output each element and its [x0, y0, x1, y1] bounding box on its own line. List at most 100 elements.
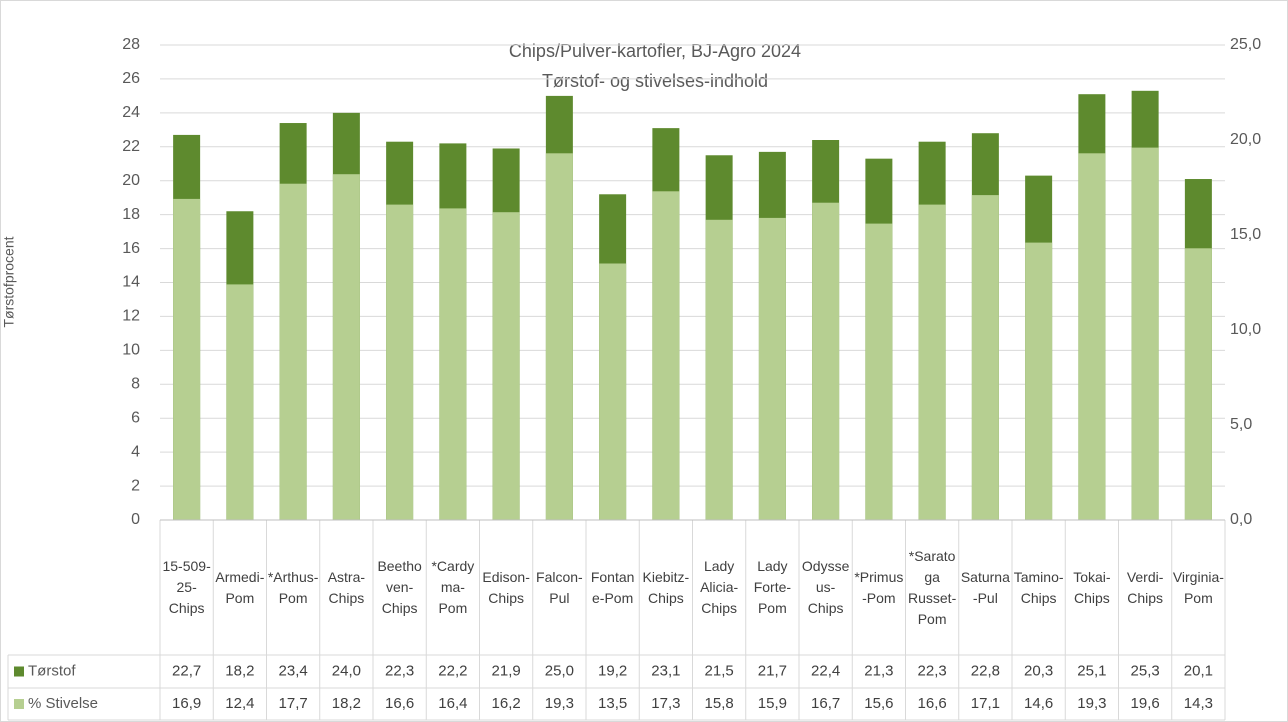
category-cell: *Primus-Pom [854, 568, 904, 606]
y-tick-label: 14 [122, 274, 140, 291]
y-tick-label: 16 [122, 240, 140, 257]
category-cell: *Saratoga Russet-Pom [908, 548, 956, 627]
table-value: 18,2 [225, 662, 254, 679]
bar [865, 223, 893, 520]
category-cell: Edison-Chips [482, 569, 529, 606]
legend-swatch [14, 699, 24, 709]
x-tick-label: Astra-Chips [327, 568, 366, 606]
bar [1078, 153, 1106, 521]
x-tick-label: Odysseus-Chips [801, 558, 850, 616]
table-value: 15,8 [705, 695, 734, 712]
table-value: 22,3 [385, 662, 414, 679]
y-tick-label: 8 [131, 376, 140, 393]
x-tick-label: Saturna-Pul [960, 568, 1010, 606]
table-value: 22,7 [172, 662, 201, 679]
bar [1184, 248, 1212, 521]
legend-swatch [14, 666, 24, 677]
category-cell: 15-509-25-Chips [162, 558, 211, 616]
table-value: 22,8 [971, 662, 1000, 679]
table-value: 15,9 [758, 695, 787, 712]
table-value: 25,0 [545, 662, 574, 679]
table-value: 20,3 [1024, 662, 1053, 679]
bar [386, 204, 414, 520]
bar [599, 263, 627, 520]
bar [1131, 147, 1159, 520]
y2-tick-label: 10,0 [1230, 321, 1261, 338]
category-cell: Saturna-Pul [960, 568, 1010, 606]
table-value: 16,2 [492, 695, 521, 712]
table-value: 23,4 [279, 662, 308, 679]
y-axis-label: Tørstofprocent [1, 236, 17, 327]
y-tick-label: 0 [131, 511, 140, 528]
category-cell: Tamino-Chips [1014, 569, 1064, 606]
table-value: 12,4 [225, 695, 254, 712]
x-tick-label: Kiebitz-Chips [642, 568, 690, 606]
category-cell: *Cardyma-Pom [431, 558, 475, 616]
x-tick-label: Fontane-Pom [590, 568, 635, 606]
x-tick-label: Falcon-Pul [536, 568, 583, 606]
table-value: 25,3 [1131, 662, 1160, 679]
table-value: 25,1 [1077, 662, 1106, 679]
x-tick-label: *Primus-Pom [854, 568, 904, 606]
table-value: 16,9 [172, 695, 201, 712]
table-value: 18,2 [332, 695, 361, 712]
category-cell: Falcon-Pul [536, 568, 583, 606]
table-value: 19,3 [545, 695, 574, 712]
category-cell: Beethoven-Chips [377, 558, 422, 616]
x-tick-label: Armedi-Pom [215, 568, 265, 606]
bar [1025, 242, 1053, 520]
table-value: 14,3 [1184, 695, 1213, 712]
table-value: 22,4 [811, 662, 840, 679]
x-tick-label: Lady Alicia-Chips [700, 558, 739, 616]
bar [545, 153, 573, 521]
category-cell: Astra-Chips [327, 568, 366, 606]
legend-label: Tørstof [28, 662, 76, 679]
y-tick-label: 22 [122, 138, 140, 155]
table-value: 17,3 [651, 695, 680, 712]
bar [758, 217, 786, 520]
table-value: 16,6 [918, 695, 947, 712]
chart-subtitle: Tørstof- og stivelses-indhold [542, 71, 768, 91]
y-tick-label: 28 [122, 36, 140, 53]
x-tick-label: *Cardyma-Pom [431, 558, 475, 616]
table-value: 22,3 [918, 662, 947, 679]
table-value: 14,6 [1024, 695, 1053, 712]
bar [918, 204, 946, 520]
bar [226, 284, 254, 520]
x-tick-label: Tokai-Chips [1073, 568, 1111, 606]
y-tick-label: 26 [122, 70, 140, 87]
category-cell: Odysseus-Chips [801, 558, 850, 616]
x-tick-label: Beethoven-Chips [377, 558, 422, 616]
legend-label: % Stivelse [28, 695, 98, 712]
table-value: 13,5 [598, 695, 627, 712]
x-tick-label: Virginia-Pom [1172, 568, 1224, 606]
table-value: 15,6 [864, 695, 893, 712]
category-cell: Kiebitz-Chips [642, 568, 690, 606]
table-value: 19,6 [1131, 695, 1160, 712]
bar [705, 219, 733, 521]
y-tick-label: 24 [122, 104, 140, 121]
table-value: 17,1 [971, 695, 1000, 712]
x-tick-label: *Arthus-Pom [267, 568, 319, 606]
table-value: 24,0 [332, 662, 361, 679]
table-value: 21,5 [705, 662, 734, 679]
bar [652, 191, 680, 521]
category-cell: Lady Forte-Pom [753, 558, 792, 616]
category-cell: Verdi-Chips [1126, 568, 1164, 606]
category-cell: Tokai-Chips [1073, 568, 1111, 606]
table-value: 22,2 [438, 662, 467, 679]
x-tick-label: 15-509-25-Chips [162, 558, 211, 616]
x-tick-label: Verdi-Chips [1126, 568, 1164, 606]
table-value: 16,6 [385, 695, 414, 712]
table-value: 19,3 [1077, 695, 1106, 712]
category-cell: *Arthus-Pom [267, 568, 319, 606]
y2-tick-label: 15,0 [1230, 226, 1261, 243]
x-tick-label: Lady Forte-Pom [753, 558, 792, 616]
y-tick-label: 12 [122, 308, 140, 325]
y2-tick-label: 0,0 [1230, 511, 1252, 528]
table-value: 21,9 [492, 662, 521, 679]
y-tick-label: 10 [122, 342, 140, 359]
y-tick-label: 2 [131, 477, 140, 494]
